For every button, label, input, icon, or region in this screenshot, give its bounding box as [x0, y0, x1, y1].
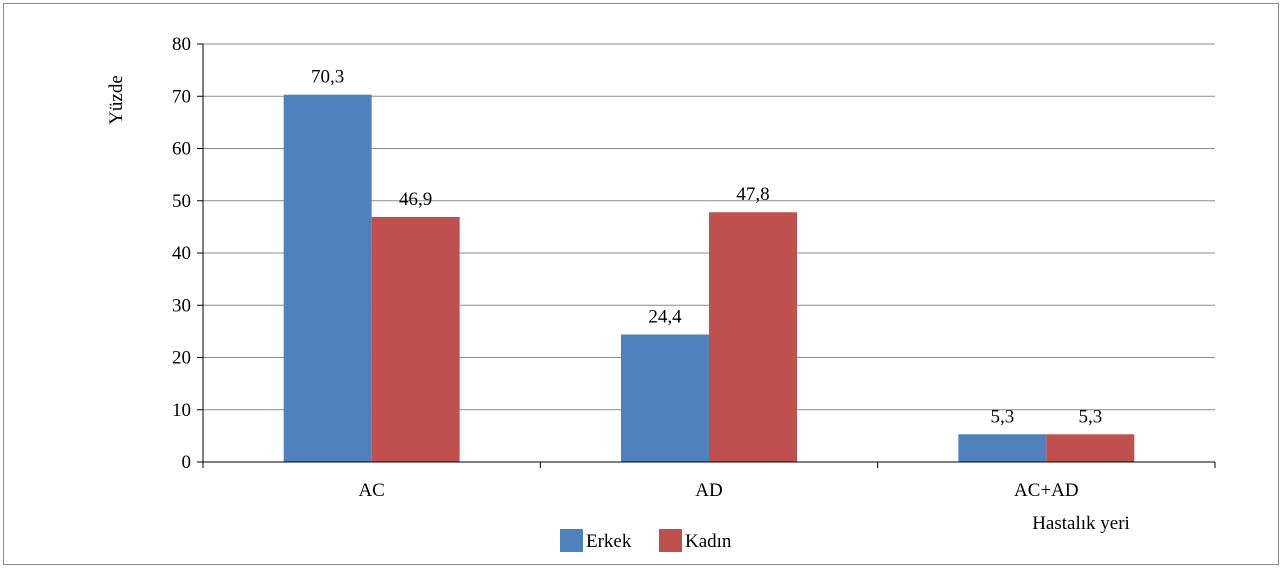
bar-erkek-acad — [958, 434, 1047, 462]
y-tick-label: 10 — [172, 400, 191, 421]
y-tick-label: 60 — [172, 139, 191, 160]
y-tick-label: 80 — [172, 34, 191, 55]
bar-chart: 70,3 46,9 24,4 47,8 5,3 5,3 0 10 20 30 40 50 60 70 80… — [106, 34, 1216, 552]
y-tick-label: 40 — [172, 243, 191, 264]
legend-swatch — [560, 529, 583, 552]
axes: 0 10 20 30 40 50 60 70 80 AC AD AC+AD — [172, 34, 1216, 501]
bar-kadn-acad — [1046, 434, 1135, 462]
x-tick-label: AC — [358, 480, 384, 501]
legend-label: Erkek — [586, 531, 632, 552]
bar-erkek-ac — [283, 94, 372, 463]
bar-erkek-ad — [621, 334, 709, 462]
bars: 70,3 46,9 24,4 47,8 5,3 5,3 — [283, 67, 1135, 463]
y-axis-label: Yüzde — [106, 75, 127, 125]
legend-swatch — [659, 529, 682, 552]
x-axis-label: Hastalık yeri — [1032, 513, 1130, 534]
y-tick-label: 70 — [172, 86, 191, 107]
legend: Erkek Kadın — [560, 529, 732, 552]
y-tick-label: 0 — [182, 452, 192, 473]
chart-frame: 70,3 46,9 24,4 47,8 5,3 5,3 0 10 20 30 40 50 60 70 80… — [3, 3, 1279, 565]
x-tick-label: AD — [695, 480, 722, 501]
y-tick-label: 30 — [172, 295, 191, 316]
data-label: 5,3 — [990, 406, 1014, 427]
data-label: 24,4 — [648, 307, 682, 328]
data-label: 46,9 — [399, 189, 432, 210]
y-tick-label: 50 — [172, 191, 191, 212]
bar-kadn-ac — [371, 216, 460, 462]
data-label: 70,3 — [311, 67, 344, 88]
data-label: 47,8 — [736, 184, 769, 205]
data-label: 5,3 — [1078, 406, 1102, 427]
bar-kadn-ad — [709, 212, 797, 462]
legend-label: Kadın — [685, 531, 732, 552]
y-tick-label: 20 — [172, 348, 191, 369]
x-tick-label: AC+AD — [1014, 480, 1079, 501]
